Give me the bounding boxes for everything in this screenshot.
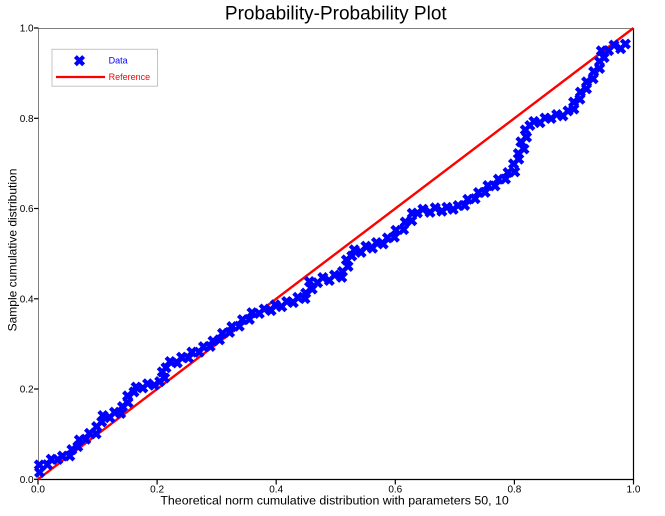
svg-text:1.0: 1.0 <box>627 484 641 495</box>
svg-text:Data: Data <box>109 55 128 65</box>
svg-text:Theoretical norm cumulative di: Theoretical norm cumulative distribution… <box>160 493 509 507</box>
svg-text:0.8: 0.8 <box>507 484 521 495</box>
svg-text:0.8: 0.8 <box>20 114 34 125</box>
svg-text:0.2: 0.2 <box>20 385 34 396</box>
svg-text:0.4: 0.4 <box>269 484 283 495</box>
svg-text:0.2: 0.2 <box>150 484 164 495</box>
svg-text:0.6: 0.6 <box>388 484 402 495</box>
svg-text:0.0: 0.0 <box>20 475 34 486</box>
svg-text:0.6: 0.6 <box>20 204 34 215</box>
svg-text:0.0: 0.0 <box>31 484 45 495</box>
svg-text:Probability-Probability Plot: Probability-Probability Plot <box>225 4 447 25</box>
svg-text:1.0: 1.0 <box>20 24 34 35</box>
svg-text:0.4: 0.4 <box>20 294 34 305</box>
svg-text:Sample cumulative distribution: Sample cumulative distribution <box>6 169 20 332</box>
svg-text:Reference: Reference <box>109 72 151 82</box>
